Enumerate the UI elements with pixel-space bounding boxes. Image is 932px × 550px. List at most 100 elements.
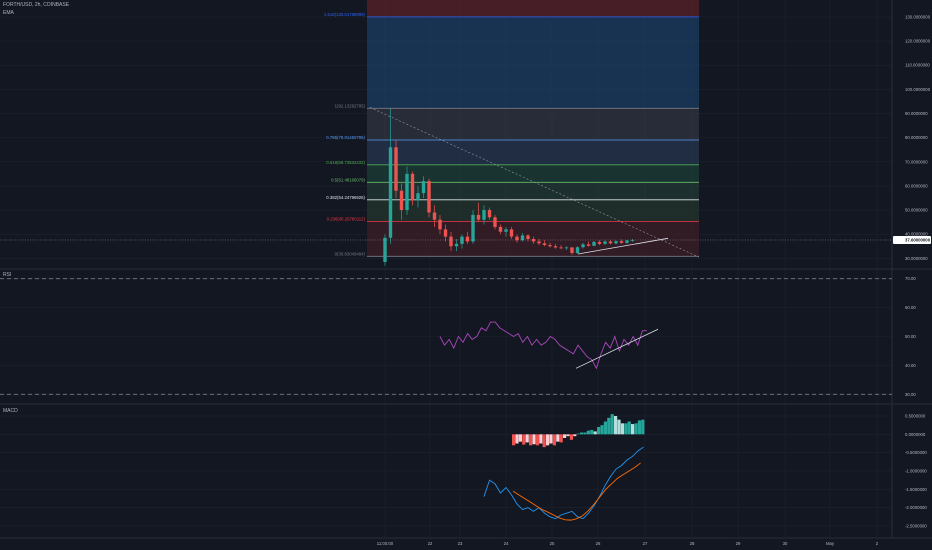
time-axis-tick: 26	[596, 541, 601, 546]
fib-zone	[367, 108, 699, 141]
last-price-badge	[893, 235, 931, 244]
macd-histogram-bar	[566, 434, 570, 437]
candle-body	[410, 173, 415, 201]
fib-zone	[367, 0, 699, 17]
macd-histogram-bar	[614, 416, 618, 435]
candle-body	[581, 244, 585, 248]
macd-histogram-bar	[627, 421, 631, 435]
price-axis-tick: 100.0000000	[905, 87, 931, 92]
macd-axis-tick: -2.5000000	[905, 524, 927, 529]
time-axis-tick: 23	[458, 541, 463, 546]
macd-histogram-bar	[512, 434, 516, 446]
rsi-pane-label: RSI	[3, 272, 12, 278]
fib-level-label: 0.786(79.01450795)	[326, 135, 365, 140]
fib-level-label: 0.236(45.29780112)	[327, 216, 366, 221]
macd-histogram-bar	[620, 423, 624, 435]
fib-zone	[367, 164, 699, 183]
candle-body	[449, 236, 453, 247]
macd-histogram-bar	[576, 433, 580, 435]
fib-zone	[367, 221, 699, 257]
last-price-label: 37.60000000	[905, 237, 931, 242]
macd-histogram-bar	[641, 419, 645, 435]
macd-histogram-bar	[597, 427, 601, 435]
candle-body	[438, 219, 442, 230]
macd-histogram-bar	[556, 434, 560, 442]
price-axis-tick: 120.0000000	[905, 39, 931, 44]
macd-histogram-bar	[539, 434, 543, 444]
candle-body	[394, 147, 398, 191]
macd-histogram-bar	[515, 434, 519, 444]
time-axis-tick: 11:00:00	[377, 541, 394, 546]
macd-histogram-bar	[603, 421, 607, 435]
candle-body	[416, 193, 420, 201]
time-axis-tick: 29	[736, 541, 741, 546]
rsi-axis-tick: 70.00	[905, 276, 916, 281]
fib-zone	[367, 16, 699, 109]
candle-body	[608, 241, 613, 244]
macd-histogram-bar	[573, 434, 577, 437]
candle-body	[553, 246, 558, 248]
candle-body	[520, 235, 525, 241]
macd-histogram-bar	[583, 432, 587, 435]
candle-body	[493, 217, 497, 227]
candle-body	[548, 245, 552, 247]
rsi-line	[439, 321, 647, 370]
price-axis-tick: 50.0000000	[905, 208, 928, 213]
candle-body	[630, 239, 635, 241]
macd-histogram-bar	[522, 434, 526, 445]
macd-histogram-bar	[610, 414, 614, 435]
rsi-axis-tick: 60.00	[905, 305, 916, 310]
candle-body	[405, 173, 409, 211]
macd-histogram-bar	[552, 434, 556, 446]
macd-histogram-bar	[580, 432, 584, 435]
price-axis-tick: 30.0000000	[905, 256, 928, 261]
time-axis-tick: 27	[643, 541, 648, 546]
price-axis-tick: 60.0000000	[905, 183, 928, 188]
fib-level-label: 1(92.13292795)	[335, 103, 366, 108]
candle-body	[487, 210, 492, 218]
candle-body	[537, 241, 541, 244]
candle-body	[614, 241, 618, 244]
fib-level-label: 0(30.83040484)	[335, 251, 366, 256]
trend-line-dashed	[369, 107, 700, 258]
macd-histogram-bar	[586, 430, 590, 435]
candle-body	[504, 229, 508, 232]
macd-histogram-bar	[600, 425, 604, 435]
macd-histogram-bar	[535, 434, 539, 446]
macd-axis-tick: 0.5000000	[905, 414, 926, 419]
macd-histogram-bar	[549, 434, 553, 444]
macd-histogram-bar	[546, 434, 550, 446]
time-axis-tick: May	[826, 541, 835, 546]
candle-body	[531, 239, 536, 242]
time-axis-tick: 22	[428, 541, 433, 546]
macd-histogram-bar	[617, 419, 621, 435]
candle-body	[542, 243, 547, 246]
macd-histogram-bar	[624, 423, 628, 435]
macd-axis-tick: -2.0000000	[905, 505, 927, 510]
candle-body	[570, 247, 574, 254]
macd-histogram-bar	[590, 429, 594, 435]
price-axis-tick: 110.0000000	[905, 63, 930, 68]
candle-body	[526, 235, 530, 240]
candle-body	[399, 190, 404, 211]
time-axis-tick: 28	[690, 541, 695, 546]
candle-body	[575, 247, 580, 254]
candle-body	[443, 229, 448, 237]
rsi-trendline	[575, 328, 659, 369]
candle-body	[482, 210, 486, 220]
candle-body	[586, 244, 591, 246]
candle-body	[498, 226, 503, 232]
time-axis-tick: 24	[504, 541, 509, 546]
fib-level-label: 0.5(61.48166079)	[331, 177, 365, 182]
price-axis-tick: 80.0000000	[905, 135, 928, 140]
candle-body	[383, 237, 387, 262]
candle-body	[559, 247, 563, 249]
candle-body	[465, 236, 470, 242]
fib-level-label: 0.382(54.24796926)	[326, 195, 365, 200]
macd-axis-tick: -1.0000000	[905, 469, 927, 474]
candle-body	[432, 212, 437, 220]
macd-histogram-bar	[637, 420, 641, 435]
candle-body	[509, 229, 514, 237]
macd-histogram-bar	[634, 423, 638, 435]
